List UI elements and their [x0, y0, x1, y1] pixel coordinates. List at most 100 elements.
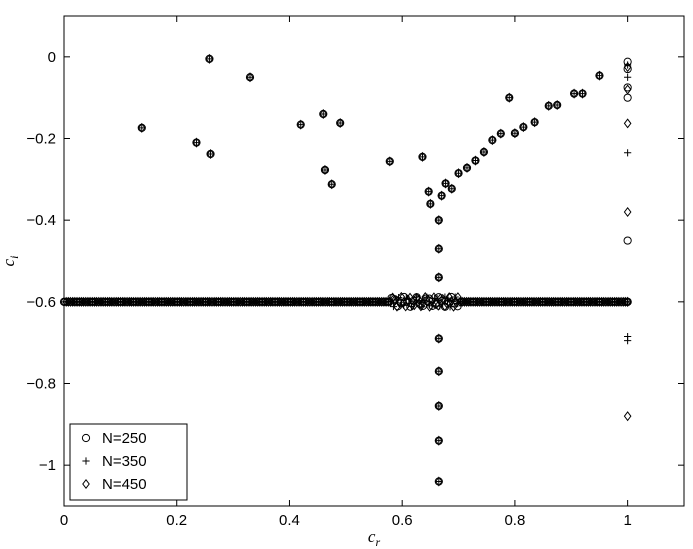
common-point: [441, 179, 450, 188]
common-point: [319, 110, 327, 118]
common-point: [595, 72, 604, 80]
common-point: [435, 402, 443, 410]
common-point: [471, 155, 480, 166]
series-point: [432, 299, 440, 310]
x-tick-label: 0: [60, 512, 68, 529]
data-points: [59, 53, 632, 487]
common-point: [336, 117, 345, 129]
common-point: [435, 367, 443, 375]
series-point: [404, 294, 412, 305]
common-point: [570, 89, 578, 98]
common-point: [437, 190, 446, 201]
series-point: [408, 299, 417, 310]
common-point: [463, 162, 471, 173]
common-point: [206, 150, 215, 158]
common-point: [327, 179, 336, 190]
common-point: [424, 186, 433, 197]
legend: N=250 N=350 N=450: [69, 423, 188, 501]
series-point: [623, 296, 632, 307]
common-point: [297, 121, 305, 129]
common-point: [138, 124, 146, 132]
legend-label: N=250: [102, 430, 147, 447]
series-point: [427, 295, 436, 306]
common-point: [531, 118, 539, 126]
series-point: [623, 236, 632, 245]
common-point: [319, 108, 328, 120]
y-axis-label: ci: [0, 256, 21, 267]
common-point: [435, 334, 443, 343]
series-point: [438, 293, 447, 304]
series-point: [624, 337, 632, 345]
x-tick-labels: 0 0.2 0.4 0.6 0.8 1: [60, 512, 632, 529]
common-point: [205, 53, 214, 64]
common-point: [328, 180, 336, 188]
y-tick-label: −0.6: [26, 294, 56, 311]
x-tick-label: 0.4: [279, 512, 300, 529]
series-point: [414, 294, 423, 305]
common-point: [595, 70, 604, 81]
common-point: [321, 164, 329, 175]
axis-ticks: [63, 16, 684, 506]
series-point: [386, 296, 395, 307]
common-point: [519, 123, 527, 131]
common-point: [246, 73, 254, 81]
y-tick-label: 0: [48, 49, 56, 66]
common-point: [418, 151, 427, 162]
common-point: [545, 102, 553, 110]
common-point: [511, 128, 519, 139]
series-point: [623, 411, 632, 422]
series-point: [384, 296, 393, 307]
common-point: [447, 183, 456, 194]
common-point: [321, 166, 329, 174]
common-point: [192, 137, 201, 148]
x-axis-label: cr: [368, 527, 381, 549]
common-point: [463, 164, 471, 172]
x-tick-label: 0.8: [504, 512, 525, 529]
series-point: [623, 83, 632, 92]
common-point: [496, 128, 505, 139]
common-point: [435, 437, 443, 445]
common-point: [488, 135, 497, 146]
common-point: [434, 333, 443, 344]
series-point: [436, 293, 445, 304]
common-point: [205, 55, 214, 63]
common-point: [435, 477, 443, 486]
y-tick-label: −0.2: [26, 131, 56, 148]
common-point: [505, 94, 513, 102]
common-point: [441, 178, 450, 189]
common-point: [488, 136, 496, 144]
common-point: [553, 99, 562, 111]
common-point: [471, 156, 480, 165]
common-point: [434, 476, 443, 487]
common-point: [246, 72, 254, 83]
legend-marker: [81, 433, 91, 443]
common-point: [497, 130, 505, 138]
series-point: [401, 301, 410, 312]
legend-label: N=450: [102, 476, 147, 493]
series-point: [430, 292, 438, 303]
common-point: [578, 88, 587, 99]
legend-marker: [82, 478, 90, 490]
common-point: [578, 89, 587, 98]
series-point: [406, 292, 414, 303]
common-point: [448, 185, 456, 193]
common-point: [418, 153, 427, 161]
series-point: [623, 93, 632, 102]
series-point: [445, 292, 454, 303]
series-point: [441, 301, 449, 312]
common-point: [480, 148, 488, 156]
common-point: [519, 122, 528, 133]
common-point: [505, 92, 514, 103]
common-point: [454, 169, 463, 177]
common-point: [511, 129, 519, 137]
common-point: [553, 101, 561, 109]
common-point: [480, 146, 488, 158]
common-point: [434, 366, 443, 377]
legend-marker: [82, 457, 90, 465]
y-tick-label: −1: [39, 457, 56, 474]
x-tick-label: 1: [623, 512, 631, 529]
common-point: [434, 272, 443, 283]
series-point: [390, 295, 399, 306]
common-point: [434, 400, 443, 411]
